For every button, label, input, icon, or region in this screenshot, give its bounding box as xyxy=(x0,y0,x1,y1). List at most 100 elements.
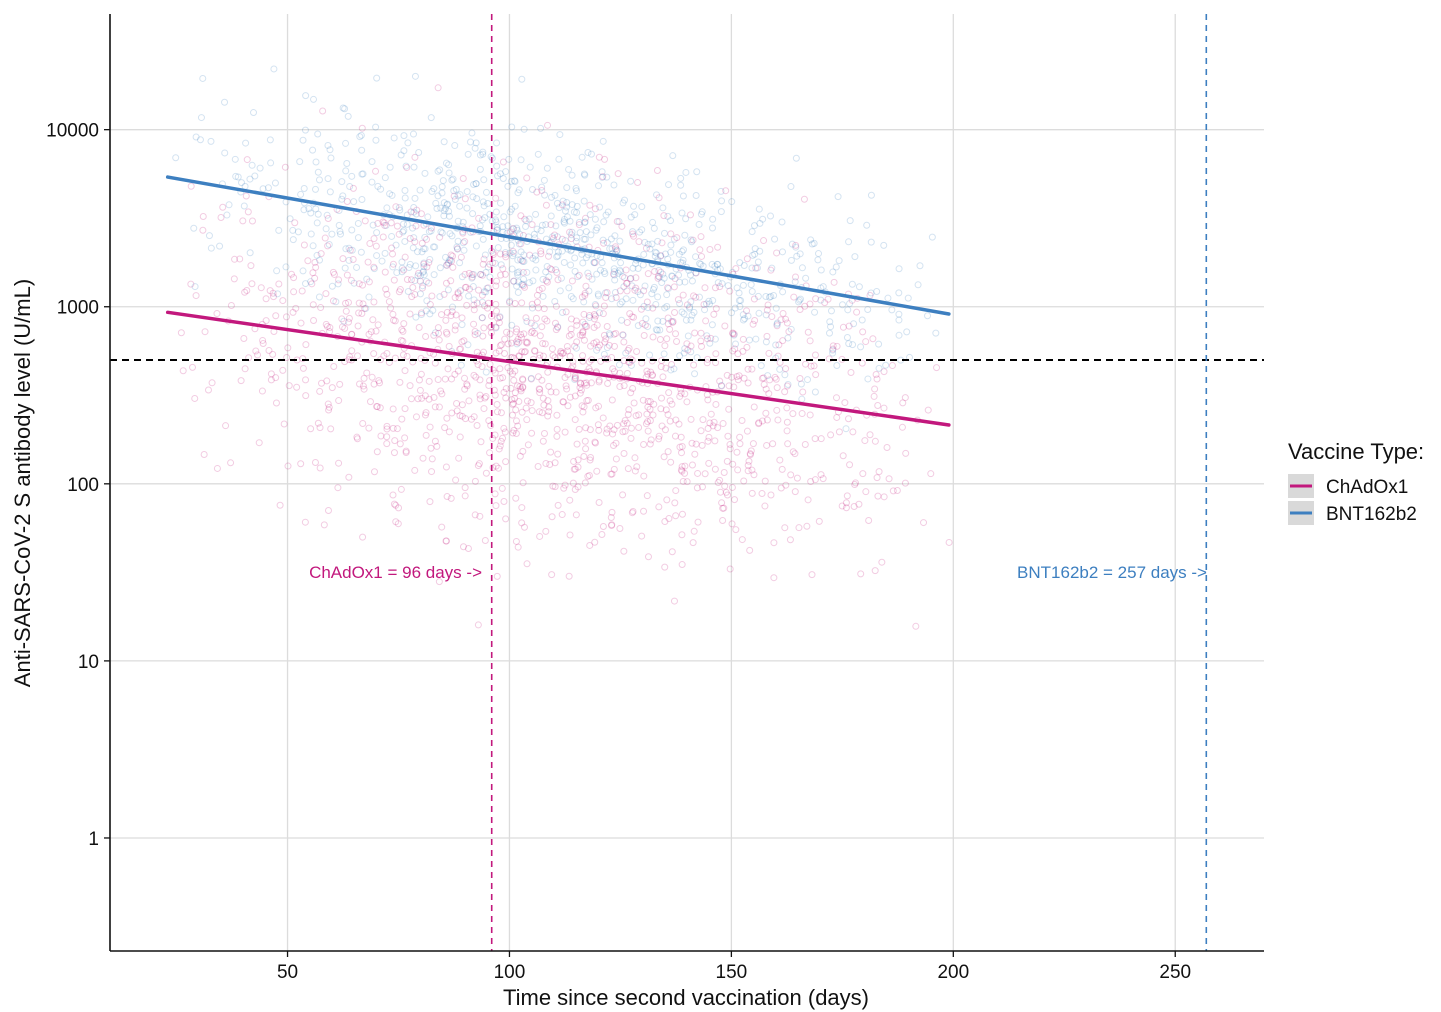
data-point-chadox1 xyxy=(387,304,395,312)
data-point-chadox1 xyxy=(777,484,785,492)
data-point-bnt162b2 xyxy=(798,264,806,272)
data-point-chadox1 xyxy=(442,328,450,336)
data-point-chadox1 xyxy=(842,499,850,507)
data-point-chadox1 xyxy=(880,493,888,501)
data-point-chadox1 xyxy=(667,458,675,466)
data-point-chadox1 xyxy=(486,260,494,268)
data-point-bnt162b2 xyxy=(346,183,354,191)
data-point-bnt162b2 xyxy=(617,259,625,267)
data-point-chadox1 xyxy=(519,384,527,392)
data-point-chadox1 xyxy=(442,279,450,287)
data-point-chadox1 xyxy=(630,313,638,321)
data-point-bnt162b2 xyxy=(491,259,499,267)
data-point-chadox1 xyxy=(843,492,851,500)
data-point-bnt162b2 xyxy=(851,253,859,261)
data-point-chadox1 xyxy=(475,214,483,222)
data-point-bnt162b2 xyxy=(608,245,616,253)
data-point-chadox1 xyxy=(667,230,675,238)
data-point-bnt162b2 xyxy=(832,263,840,271)
data-point-chadox1 xyxy=(390,276,398,284)
data-point-chadox1 xyxy=(538,376,546,384)
data-point-chadox1 xyxy=(217,213,225,221)
data-point-chadox1 xyxy=(501,270,509,278)
data-point-bnt162b2 xyxy=(594,182,602,190)
data-point-bnt162b2 xyxy=(668,272,676,280)
data-point-chadox1 xyxy=(255,439,263,447)
data-point-chadox1 xyxy=(465,397,473,405)
data-point-bnt162b2 xyxy=(511,178,519,186)
data-point-bnt162b2 xyxy=(309,242,317,250)
data-point-chadox1 xyxy=(672,416,680,424)
data-point-chadox1 xyxy=(623,369,631,377)
data-point-bnt162b2 xyxy=(508,321,516,329)
data-point-chadox1 xyxy=(448,409,456,417)
data-point-bnt162b2 xyxy=(736,259,744,267)
data-point-bnt162b2 xyxy=(595,309,603,317)
data-point-chadox1 xyxy=(531,347,539,355)
data-point-chadox1 xyxy=(487,323,495,331)
data-point-chadox1 xyxy=(394,520,402,528)
data-point-chadox1 xyxy=(407,395,415,403)
data-point-bnt162b2 xyxy=(787,183,795,191)
data-point-chadox1 xyxy=(187,182,195,190)
data-point-chadox1 xyxy=(540,401,548,409)
data-point-chadox1 xyxy=(423,235,431,243)
data-point-bnt162b2 xyxy=(711,262,719,270)
data-point-bnt162b2 xyxy=(242,139,250,147)
data-point-chadox1 xyxy=(586,201,594,209)
data-point-bnt162b2 xyxy=(470,180,478,188)
data-point-chadox1 xyxy=(729,330,737,338)
data-point-chadox1 xyxy=(873,474,881,482)
data-point-chadox1 xyxy=(609,270,617,278)
data-point-bnt162b2 xyxy=(345,256,353,264)
data-point-chadox1 xyxy=(435,336,443,344)
data-point-chadox1 xyxy=(675,420,683,428)
data-point-bnt162b2 xyxy=(699,262,707,270)
data-point-bnt162b2 xyxy=(362,304,370,312)
data-point-chadox1 xyxy=(537,250,545,258)
data-point-bnt162b2 xyxy=(554,252,562,260)
data-point-bnt162b2 xyxy=(641,282,649,290)
data-point-chadox1 xyxy=(374,219,382,227)
data-point-bnt162b2 xyxy=(342,139,350,147)
data-point-bnt162b2 xyxy=(593,224,601,232)
data-point-chadox1 xyxy=(665,389,673,397)
data-point-bnt162b2 xyxy=(667,241,675,249)
data-point-bnt162b2 xyxy=(542,221,550,229)
data-point-bnt162b2 xyxy=(706,300,714,308)
data-point-chadox1 xyxy=(673,234,681,242)
data-point-chadox1 xyxy=(619,331,627,339)
data-point-chadox1 xyxy=(291,219,299,227)
data-point-chadox1 xyxy=(322,290,330,298)
data-point-chadox1 xyxy=(191,394,199,402)
data-point-chadox1 xyxy=(179,367,187,375)
data-point-chadox1 xyxy=(644,397,652,405)
data-point-chadox1 xyxy=(767,491,775,499)
data-point-bnt162b2 xyxy=(756,247,764,255)
data-point-bnt162b2 xyxy=(680,310,688,318)
data-point-chadox1 xyxy=(370,380,378,388)
data-point-chadox1 xyxy=(252,347,260,355)
data-point-chadox1 xyxy=(535,385,543,393)
data-point-chadox1 xyxy=(544,121,552,129)
x-tick-label: 150 xyxy=(716,962,748,983)
data-point-chadox1 xyxy=(553,425,561,433)
data-point-bnt162b2 xyxy=(191,283,199,291)
data-point-bnt162b2 xyxy=(574,273,582,281)
data-point-bnt162b2 xyxy=(655,266,663,274)
data-point-chadox1 xyxy=(692,293,700,301)
data-point-bnt162b2 xyxy=(412,262,420,270)
data-point-chadox1 xyxy=(399,327,407,335)
data-point-bnt162b2 xyxy=(484,199,492,207)
data-point-chadox1 xyxy=(570,465,578,473)
data-point-bnt162b2 xyxy=(620,283,628,291)
data-point-chadox1 xyxy=(725,405,733,413)
data-point-chadox1 xyxy=(562,382,570,390)
data-point-chadox1 xyxy=(409,283,417,291)
data-point-chadox1 xyxy=(492,462,500,470)
data-point-chadox1 xyxy=(608,470,616,478)
data-point-chadox1 xyxy=(691,450,699,458)
data-point-bnt162b2 xyxy=(196,136,204,144)
data-point-chadox1 xyxy=(461,415,469,423)
data-point-chadox1 xyxy=(901,394,909,402)
